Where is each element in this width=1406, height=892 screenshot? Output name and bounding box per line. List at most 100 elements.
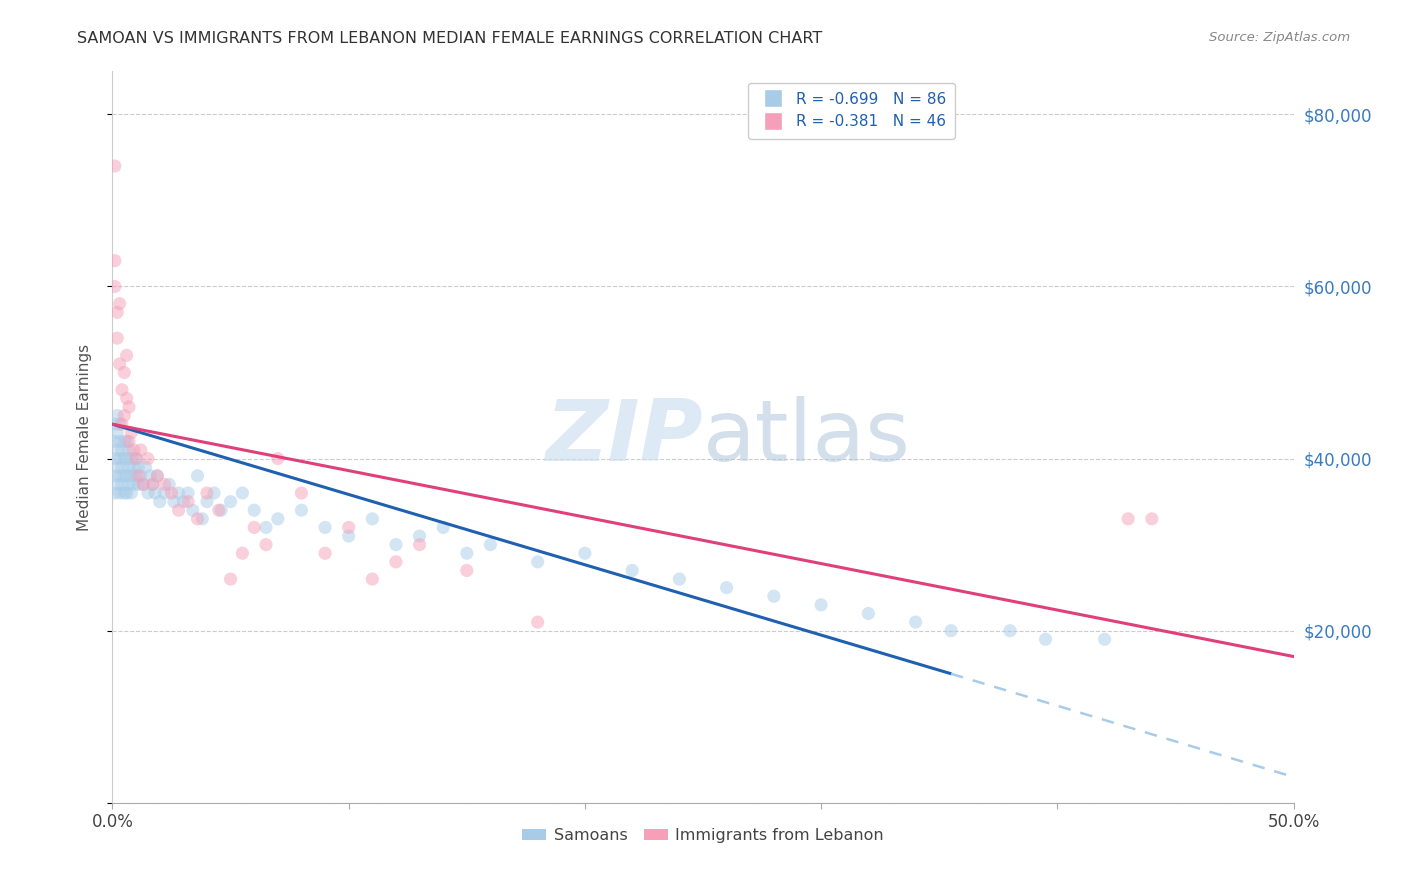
Point xyxy=(115,434,138,449)
Point xyxy=(118,442,141,457)
Point xyxy=(108,486,131,500)
Point xyxy=(998,624,1021,638)
Point xyxy=(267,512,290,526)
Point xyxy=(105,331,128,345)
Point xyxy=(112,409,135,423)
Text: atlas: atlas xyxy=(703,395,911,479)
Point xyxy=(337,520,360,534)
Point xyxy=(108,357,131,371)
Point xyxy=(810,598,832,612)
Point xyxy=(526,555,548,569)
Point xyxy=(115,486,138,500)
Point xyxy=(456,546,478,560)
Point xyxy=(314,520,336,534)
Point xyxy=(202,486,225,500)
Point xyxy=(361,512,384,526)
Point xyxy=(122,477,145,491)
Point xyxy=(337,529,360,543)
Point xyxy=(1094,632,1116,647)
Point xyxy=(120,425,142,440)
Point xyxy=(858,607,880,621)
Point xyxy=(112,366,135,380)
Point xyxy=(118,477,141,491)
Point xyxy=(385,538,408,552)
Point xyxy=(191,512,214,526)
Point xyxy=(172,494,194,508)
Point xyxy=(153,477,176,491)
Point xyxy=(181,503,204,517)
Point xyxy=(122,442,145,457)
Point xyxy=(177,494,200,508)
Point xyxy=(115,451,138,466)
Point xyxy=(408,529,430,543)
Point xyxy=(108,417,131,432)
Point xyxy=(105,305,128,319)
Point xyxy=(186,468,208,483)
Point xyxy=(456,564,478,578)
Point xyxy=(111,460,134,475)
Point xyxy=(939,624,962,638)
Point xyxy=(122,460,145,475)
Point xyxy=(195,486,218,500)
Point xyxy=(139,468,162,483)
Point xyxy=(163,494,186,508)
Point xyxy=(195,494,218,508)
Point xyxy=(290,486,312,500)
Point xyxy=(385,555,408,569)
Point xyxy=(146,468,169,483)
Point xyxy=(1116,512,1139,526)
Point xyxy=(143,486,166,500)
Point xyxy=(904,615,927,629)
Point xyxy=(127,460,149,475)
Point xyxy=(149,494,172,508)
Point xyxy=(267,451,290,466)
Point xyxy=(243,503,266,517)
Point xyxy=(104,253,127,268)
Point xyxy=(105,409,128,423)
Point xyxy=(186,512,208,526)
Point xyxy=(125,451,148,466)
Point xyxy=(125,468,148,483)
Point xyxy=(104,468,127,483)
Point xyxy=(762,589,785,603)
Text: Source: ZipAtlas.com: Source: ZipAtlas.com xyxy=(1209,31,1350,45)
Point xyxy=(115,392,138,406)
Point xyxy=(243,520,266,534)
Point xyxy=(254,520,277,534)
Point xyxy=(526,615,548,629)
Point xyxy=(621,564,644,578)
Point xyxy=(432,520,454,534)
Point xyxy=(153,486,176,500)
Point xyxy=(209,503,232,517)
Point xyxy=(177,486,200,500)
Point xyxy=(135,460,157,475)
Point xyxy=(111,383,134,397)
Point xyxy=(254,538,277,552)
Point xyxy=(167,503,190,517)
Point xyxy=(1035,632,1057,647)
Y-axis label: Median Female Earnings: Median Female Earnings xyxy=(77,343,91,531)
Legend: Samoans, Immigrants from Lebanon: Samoans, Immigrants from Lebanon xyxy=(516,822,890,850)
Point xyxy=(104,417,127,432)
Text: SAMOAN VS IMMIGRANTS FROM LEBANON MEDIAN FEMALE EARNINGS CORRELATION CHART: SAMOAN VS IMMIGRANTS FROM LEBANON MEDIAN… xyxy=(77,31,823,46)
Point xyxy=(112,486,135,500)
Point xyxy=(115,348,138,362)
Point xyxy=(120,451,142,466)
Point xyxy=(118,434,141,449)
Point xyxy=(125,451,148,466)
Point xyxy=(120,468,142,483)
Point xyxy=(132,477,155,491)
Point xyxy=(120,486,142,500)
Point xyxy=(111,477,134,491)
Point xyxy=(118,460,141,475)
Point xyxy=(105,425,128,440)
Point xyxy=(115,468,138,483)
Point xyxy=(1140,512,1163,526)
Point xyxy=(105,477,128,491)
Point xyxy=(105,442,128,457)
Point xyxy=(290,503,312,517)
Point xyxy=(104,451,127,466)
Point xyxy=(314,546,336,560)
Point xyxy=(160,486,183,500)
Point xyxy=(142,477,165,491)
